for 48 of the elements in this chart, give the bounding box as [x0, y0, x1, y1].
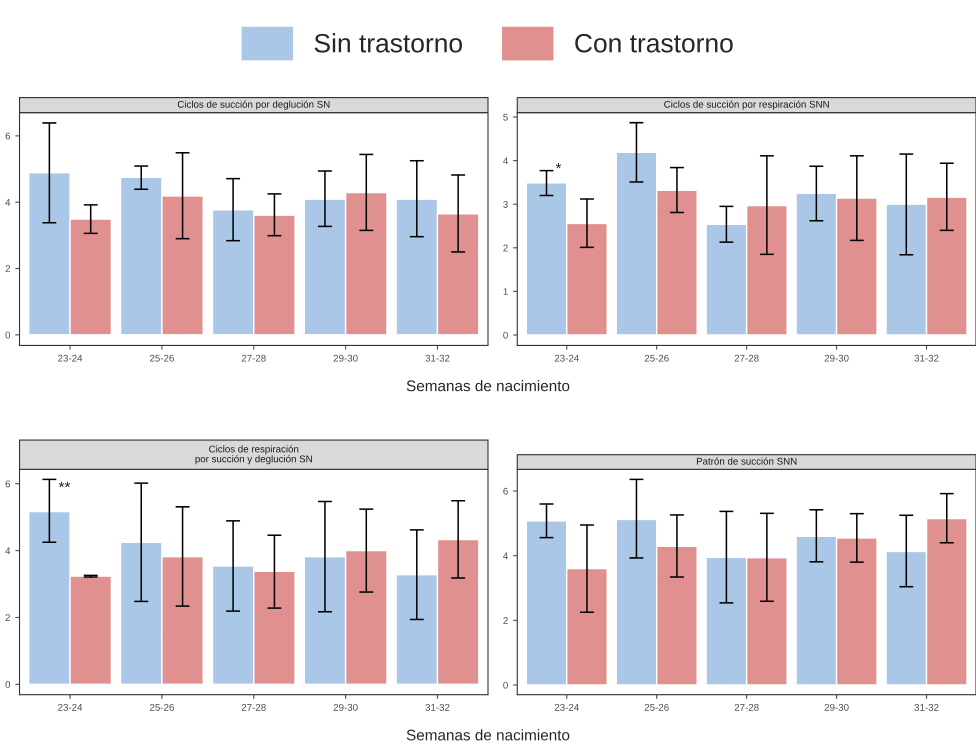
y-tick-label: 5: [503, 114, 508, 121]
y-tick-label: 6: [6, 480, 10, 488]
x-axis-title: Semanas de nacimiento: [406, 380, 570, 392]
x-tick-label: 27-28: [734, 704, 759, 711]
x-tick-label: 27-28: [734, 354, 759, 362]
y-tick-label: 6: [503, 488, 508, 495]
x-tick-label: 23-24: [554, 354, 579, 362]
chart-title: Patrón de succión SNN: [696, 457, 796, 465]
x-tick-label: 31-32: [425, 704, 450, 711]
y-tick-label: 1: [504, 288, 508, 295]
y-tick-label: 2: [503, 244, 508, 252]
chart-title: Ciclos de succión por respiración SNN: [664, 100, 829, 110]
chart-title: Ciclos de succión por deglución SN: [178, 100, 330, 110]
x-tick-label: 29-30: [334, 704, 358, 711]
y-tick-label: 0: [5, 332, 10, 338]
x-tick-label: 25-26: [644, 354, 669, 362]
x-tick-label: 31-32: [914, 704, 938, 711]
x-tick-label: 27-28: [242, 354, 266, 362]
y-tick-label: 0: [503, 682, 508, 689]
y-tick-label: 2: [6, 614, 10, 621]
x-tick-label: 29-30: [824, 354, 849, 362]
y-tick-label: 2: [503, 617, 508, 624]
y-tick-label: 6: [6, 132, 10, 140]
x-tick-label: 25-26: [150, 704, 174, 711]
y-tick-label: 4: [503, 157, 508, 164]
annotation: **: [58, 482, 70, 488]
legend-label: Sin trastorno: [314, 33, 462, 53]
x-tick-label: 29-30: [334, 354, 358, 362]
x-tick-label: 31-32: [425, 354, 450, 362]
legend-label: Con trastorno: [575, 34, 733, 53]
y-tick-label: 0: [503, 332, 508, 339]
chart-title: Ciclos de respiración por succión y deglución SN: [195, 445, 312, 464]
x-tick-label: 23-24: [58, 354, 82, 362]
x-tick-label: 31-32: [914, 354, 938, 362]
annotation: *: [556, 163, 562, 168]
x-tick-label: 29-30: [824, 704, 849, 711]
y-tick-label: 4: [5, 199, 10, 206]
x-axis-title: Semanas de nacimiento: [406, 729, 570, 740]
y-tick-label: 3: [503, 200, 508, 208]
x-tick-label: 25-26: [644, 704, 669, 711]
y-tick-label: 2: [6, 265, 10, 272]
x-tick-label: 27-28: [242, 704, 266, 711]
x-tick-label: 25-26: [150, 354, 174, 362]
x-tick-label: 23-24: [554, 704, 579, 711]
x-tick-label: 23-24: [58, 704, 82, 711]
y-tick-label: 4: [503, 552, 508, 560]
y-tick-label: 4: [5, 547, 10, 554]
y-tick-label: 0: [5, 681, 10, 688]
